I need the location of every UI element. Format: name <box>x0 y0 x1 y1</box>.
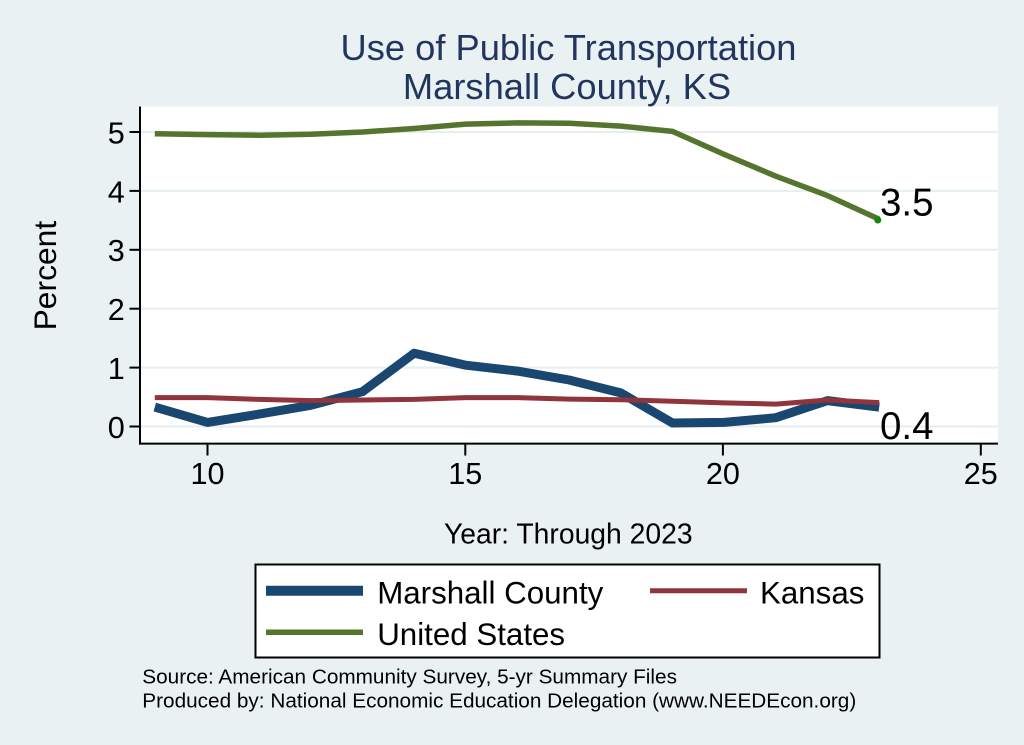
svg-text:10: 10 <box>190 457 224 491</box>
svg-text:4: 4 <box>108 175 125 209</box>
svg-text:0: 0 <box>108 411 125 445</box>
svg-text:2: 2 <box>108 293 125 327</box>
svg-text:3: 3 <box>108 234 125 268</box>
svg-text:Kansas: Kansas <box>760 576 864 611</box>
svg-text:3.5: 3.5 <box>880 181 934 224</box>
svg-text:Marshall County: Marshall County <box>377 576 603 611</box>
svg-text:5: 5 <box>108 116 125 150</box>
svg-text:United States: United States <box>377 617 565 652</box>
svg-text:Marshall County, KS: Marshall County, KS <box>403 66 731 107</box>
svg-text:0.4: 0.4 <box>880 405 934 448</box>
svg-text:1: 1 <box>108 352 125 386</box>
svg-text:Year: Through 2023: Year: Through 2023 <box>444 518 693 550</box>
svg-text:20: 20 <box>706 457 740 491</box>
svg-text:15: 15 <box>448 457 482 491</box>
svg-text:Use of Public Transportation: Use of Public Transportation <box>341 27 797 68</box>
svg-text:Percent: Percent <box>27 221 63 331</box>
svg-text:Produced by: National Economic: Produced by: National Economic Education… <box>142 689 856 712</box>
svg-text:Source: American Community Sur: Source: American Community Survey, 5-yr … <box>142 666 677 689</box>
svg-text:25: 25 <box>964 457 998 491</box>
